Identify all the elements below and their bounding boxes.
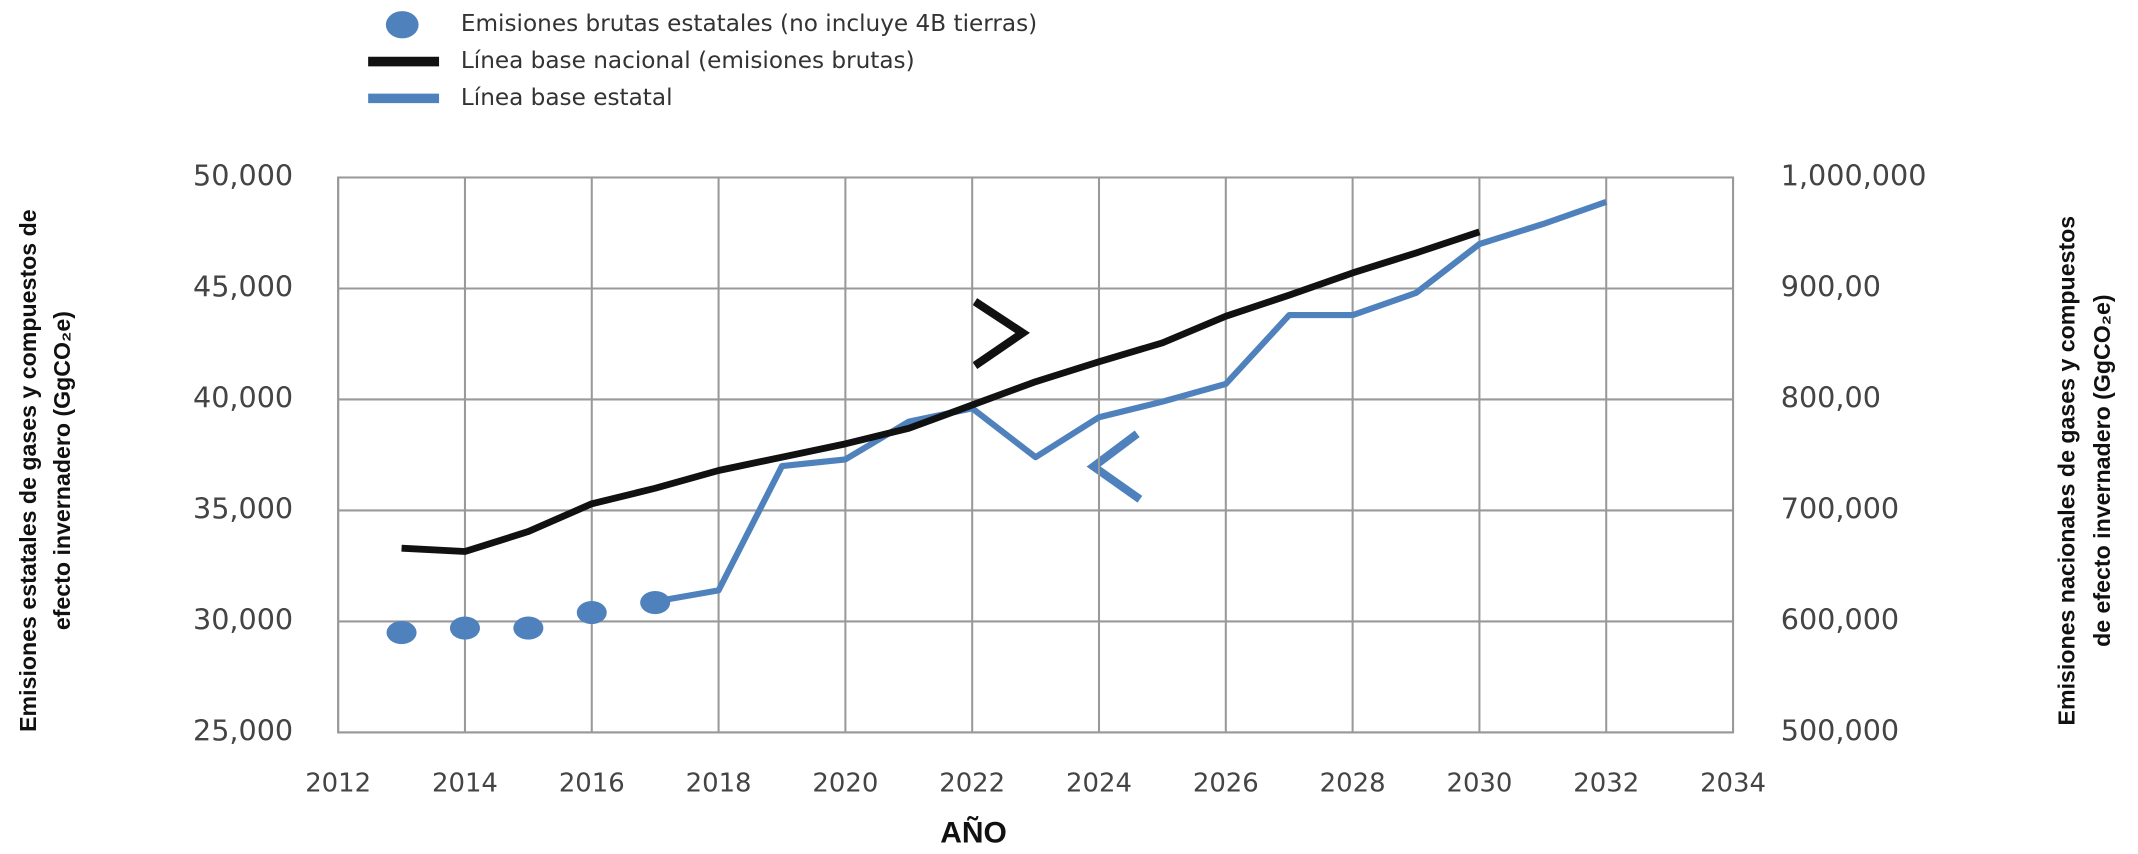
x-tick-label: 2016 <box>559 769 625 799</box>
y2-tick-label: 900,00 <box>1781 269 1881 303</box>
x-tick-label: 2028 <box>1320 769 1386 799</box>
x-tick-label: 2030 <box>1446 769 1512 799</box>
x-tick-label: 2012 <box>305 769 371 799</box>
x-tick-label: 2022 <box>939 769 1005 799</box>
scatter-point <box>513 616 544 640</box>
y2-tick-label: 500,000 <box>1781 713 1899 747</box>
series-line <box>654 198 1608 605</box>
annotation-arrow <box>972 298 1030 370</box>
y2-tick-label: 700,000 <box>1781 491 1899 525</box>
y2-tick-label: 1,000,000 <box>1781 158 1927 192</box>
legend-marker <box>385 11 419 39</box>
legend-label: Línea base nacional (emisiones brutas) <box>461 47 915 74</box>
legend-label: Línea base estatal <box>461 84 673 111</box>
annotation-arrow <box>1086 430 1143 503</box>
x-tick-label: 2032 <box>1573 769 1639 799</box>
scatter-point <box>386 620 417 645</box>
y-axis-title: efecto invernadero (GgCO₂e) <box>49 311 75 630</box>
x-tick-label: 2020 <box>812 769 878 799</box>
x-tick-label: 2026 <box>1193 769 1259 799</box>
scatter-point <box>576 600 607 625</box>
legend-label: Emisiones brutas estatales (no incluye 4… <box>461 10 1037 37</box>
y-tick-label: 25,000 <box>193 713 293 747</box>
y-tick-label: 45,000 <box>193 269 293 303</box>
y-tick-label: 50,000 <box>193 158 293 192</box>
x-tick-label: 2014 <box>432 769 498 799</box>
series-line <box>401 228 1481 555</box>
scatter-point <box>449 616 480 640</box>
x-tick-label: 2018 <box>686 769 752 799</box>
y-tick-label: 30,000 <box>193 602 293 636</box>
y2-axis-title: Emisiones nacionales de gases y compuest… <box>2054 216 2080 726</box>
y-axis-title: Emisiones estatales de gases y compuesto… <box>15 209 41 732</box>
y2-tick-label: 800,00 <box>1781 380 1881 414</box>
x-axis-title: AÑO <box>940 816 1007 850</box>
y-tick-label: 35,000 <box>193 491 293 525</box>
y2-axis-title: de efecto invernadero (GgCO₂e) <box>2089 294 2115 647</box>
x-tick-label: 2024 <box>1066 769 1132 799</box>
x-tick-label: 2034 <box>1700 769 1766 799</box>
y-tick-label: 40,000 <box>193 380 293 414</box>
y2-tick-label: 600,000 <box>1781 602 1899 636</box>
scatter-point <box>640 590 671 615</box>
